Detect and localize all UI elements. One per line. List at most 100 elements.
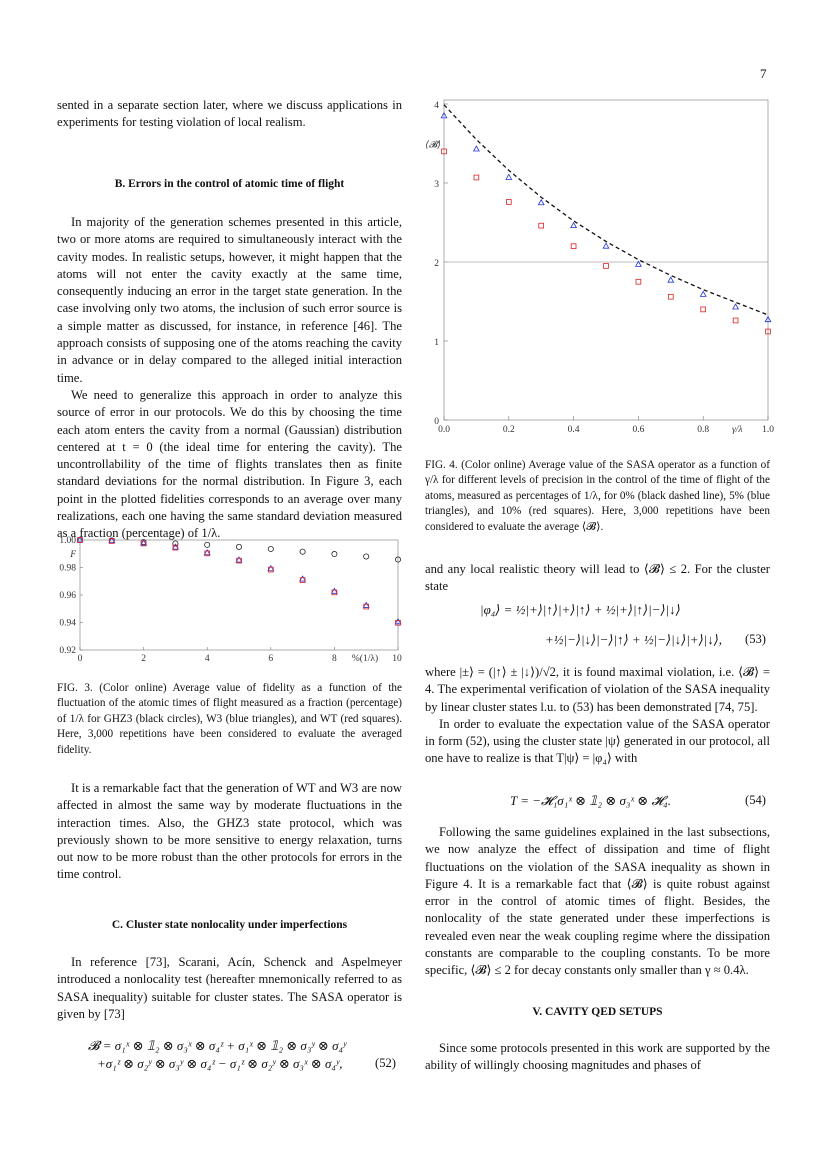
fig3-y-tick-label: 1.00 [59,536,76,546]
section-c-paragraph: In reference [73], Scarani, Acín, Schenc… [57,955,402,1021]
fig4-point-5pct [732,303,740,310]
section-b-paragraph-2: We need to generalize this approach in o… [57,387,402,541]
equation-52-number: (52) [375,1056,396,1070]
fig4-point-10pct [473,174,480,181]
fig4-x-tick-label: 0.2 [503,425,515,435]
fig4-x-axis-label: γ/λ [732,425,743,435]
fig3-point-wt [395,619,401,626]
fig3-x-tick-label: 8 [332,654,337,664]
fig4-point-10pct [700,306,706,313]
fig4-x-tick-label: 0.6 [632,425,644,435]
fig4-x-tick-label: 0.0 [438,425,450,435]
fig3-point-ghz3 [172,540,179,547]
section-c-body: In reference [73], Scarani, Acín, Schenc… [57,954,402,1023]
fig4-frame [443,99,769,421]
fig3-point-wt [236,557,242,564]
remark-body: It is a remarkable fact that the generat… [57,780,402,884]
fig3-point-w3 [394,617,402,625]
fig3-x-tick-label: 2 [141,654,146,664]
fig3-point-wt [77,537,83,543]
fig4-point-5pct [440,112,448,119]
section-c-title: C. Cluster state nonlocality under imper… [111,919,348,931]
fig3-point-ghz3 [394,556,401,563]
fig4-point-5pct [472,145,480,152]
fig3-x-tick-label: 10 [392,654,402,664]
fig3-x-tick-label: 4 [205,654,210,664]
fig3-point-ghz3 [299,548,306,555]
fig3-y-tick-label: 0.96 [59,591,76,601]
fig3-point-ghz3 [235,543,242,550]
fig4-point-10pct [635,278,642,285]
fig4-point-10pct [603,263,609,269]
right-body-1: where |±⟩ = (|↑⟩ ± |↓⟩)/√2, it is found … [425,664,770,768]
left-intro: sented in a separate section later, wher… [57,97,402,132]
fig4-point-5pct [602,242,610,249]
intro-paragraph: sented in a separate section later, wher… [57,98,402,130]
fig4-y-tick-label: 1 [434,338,439,348]
fig3-axes: 0 2 4 6 8 10 0.92 0.94 0.96 0.98 1.00 F %(1/λ) [59,536,402,664]
fig3-x-tick-label: 0 [78,654,83,664]
equation-52-line-2: +σ₁ᶻ ⊗ σ₂ʸ ⊗ σ₃ʸ ⊗ σ₄ᶻ − σ₁ᶻ ⊗ σ₂ʸ ⊗ σ₃ˣ… [97,1056,343,1071]
fig4-point-5pct [505,173,513,180]
fig4-point-10pct [667,293,674,300]
section-b-title: B. Errors in the control of atomic time … [114,178,345,190]
fig3-x-axis-label: %(1/λ) [352,653,378,664]
fig3-y-tick-label: 0.94 [59,619,76,629]
fig3-point-wt [140,540,147,547]
fig4-point-5pct [634,260,642,267]
section-b-body: In majority of the generation schemes pr… [57,214,402,543]
fig3-point-wt [172,544,179,551]
right-body-3: Since some protocols presented in this w… [425,1040,770,1075]
fig4-point-10pct [538,222,545,229]
fig3-point-wt [363,603,369,610]
fig3-point-w3 [362,601,370,608]
fig4-y-tick-label: 0 [434,417,439,427]
section-b-paragraph-1: In majority of the generation schemes pr… [57,215,402,385]
fig4-point-10pct [765,328,771,335]
fig4-y-axis-label: ⟨𝓑⟩ [425,140,441,151]
fig4-point-10pct [732,317,739,324]
equation-53-line-1: |φ₄⟩ = ½|+⟩|↑⟩|+⟩|↑⟩ + ½|+⟩|↑⟩|−⟩|↓⟩ [480,602,681,617]
fig4-series-line-0pct [443,104,769,316]
fig4-point-5pct [667,276,675,283]
fig4-x-tick-label: 0.8 [697,425,709,435]
equation-53-line-2: +½|−⟩|↓⟩|−⟩|↑⟩ + ½|−⟩|↓⟩|+⟩|↓⟩, [545,632,723,647]
fig4-point-10pct [570,243,577,250]
figure-4-caption: FIG. 4. (Color online) Average value of … [425,459,770,533]
fig3-point-ghz3 [204,541,211,548]
fig4-point-5pct [764,315,772,323]
fig3-point-ghz3 [331,551,338,558]
equation-54-number: (54) [745,793,766,807]
fig3-point-wt [109,538,115,544]
fig3-point-w3 [299,575,307,582]
fig3-y-tick-label: 0.92 [59,646,76,656]
fig4-y-tick-label: 4 [434,101,439,111]
right-paragraph-1: and any local realistic theory will lead… [425,561,770,596]
fig3-point-w3 [140,539,148,546]
fig4-y-tick-label: 3 [434,180,439,190]
expectation-paragraph: In order to evaluate the expectation val… [425,716,770,766]
fig3-point-w3 [108,536,116,544]
fig3-point-wt [331,589,338,596]
cavity-setups-paragraph: Since some protocols presented in this w… [425,1041,770,1073]
section-v-title: V. CAVITY QED SETUPS [532,1006,663,1018]
fig3-point-w3 [235,556,243,563]
fig4-x-tick-label: 1.0 [762,425,774,435]
fig4-point-10pct [441,148,447,155]
equation-53-number: (53) [745,632,766,646]
fig4-axes: 0.0 0.2 0.4 0.6 0.8 1.0 0 1 2 3 4 ⟨𝓑⟩ γ/λ [425,101,774,435]
right-body-2: Following the same guidelines explained … [425,824,770,980]
fig3-point-wt [299,577,306,583]
dissipation-paragraph: Following the same guidelines explained … [425,825,770,978]
fig4-marks [440,104,772,335]
fig3-point-w3 [203,548,211,556]
fig3-point-wt [267,566,274,573]
fig3-y-tick-label: 0.98 [59,564,76,574]
max-violation-paragraph: where |±⟩ = (|↑⟩ ± |↓⟩)/√2, it is found … [425,665,770,714]
cluster-intro: and any local realistic theory will lead… [425,562,770,594]
fig4-point-5pct [537,198,545,206]
fig3-point-w3 [330,587,338,594]
fig3-marks [76,536,402,626]
fig3-y-axis-label: F [69,550,76,560]
fig3-point-wt [204,550,211,557]
